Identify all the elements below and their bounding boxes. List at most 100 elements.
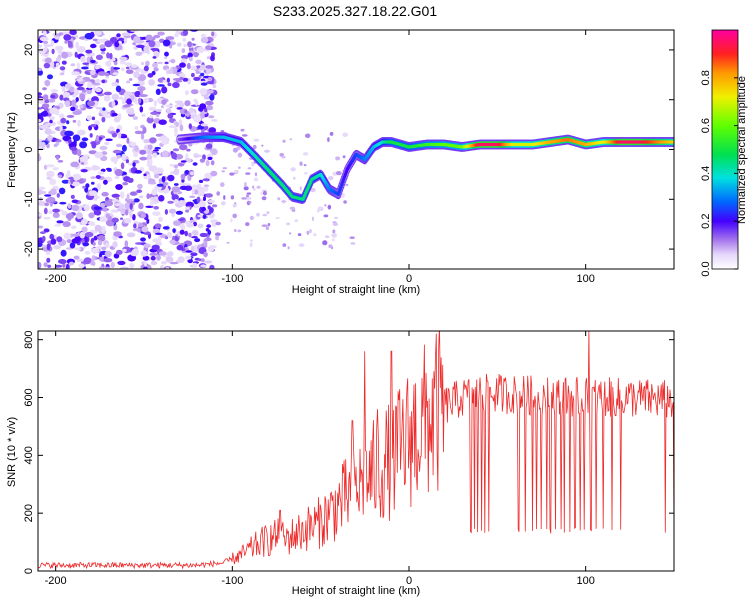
spectrogram-noise-blob [256,185,261,189]
spectrogram-noise-blob [191,37,195,41]
spectrogram-noise-blob [165,36,175,40]
spectrogram-noise-blob [43,216,51,220]
spectrogram-noise-blob [188,142,193,147]
spectrogram-noise-blob [112,241,118,248]
spectrogram-noise-blob [115,184,123,190]
spectrogram-noise-blob [161,99,167,105]
spectrogram-noise-blob [44,128,52,135]
spectrogram-noise-blob [71,99,76,107]
spectrogram-noise-blob [264,149,270,153]
spectrogram-noise-blob [166,77,170,83]
spectrogram-noise-blob [110,156,119,163]
spectrogram-noise-blob [244,182,247,187]
spectrogram-noise-blob [289,138,293,141]
spectrogram-noise-blob [55,45,64,52]
spectrogram-noise-blob [38,92,42,96]
spectrogram-noise-blob [116,33,121,38]
spectrogram-noise-blob [88,212,95,219]
spectrogram-noise-blob [181,178,185,183]
spectrogram-noise-blob [43,62,51,69]
spectrogram-noise-blob [134,170,142,174]
spectrogram-noise-blob [185,250,193,253]
spectrogram-noise-blob [173,164,179,169]
spectrogram-noise-blob [185,209,190,213]
spectrogram-ytick-label: -20 [23,241,35,257]
spectrogram-noise-blob [81,66,89,70]
spectrogram-ridge-core [341,177,346,181]
spectrogram-noise-blob [143,139,152,144]
spectrogram-noise-blob [210,170,218,177]
spectrogram-noise-blob [97,240,103,246]
spectrogram-noise-blob [199,158,205,163]
snr-ytick-label: 600 [23,388,35,406]
spectrogram-noise-blob [135,44,145,49]
spectrogram-noise-blob [124,209,129,216]
spectrogram-noise-blob [140,250,148,257]
spectrogram-noise-blob [104,266,111,269]
spectrogram-noise-blob [132,228,141,232]
spectrogram-noise-blob [143,266,148,269]
spectrogram-noise-blob [182,77,189,82]
spectrogram-noise-blob [254,172,258,177]
spectrogram-noise-blob [111,209,117,213]
spectrogram-noise-blob [125,66,130,70]
spectrogram-noise-blob [128,112,135,115]
spectrogram-noise-blob [146,116,154,124]
spectrogram-noise-blob [83,204,90,212]
spectrogram-noise-blob [175,121,179,128]
spectrogram-noise-blob [324,204,327,207]
spectrogram-noise-blob [205,160,210,167]
spectrogram-noise-blob [240,128,245,132]
spectrogram-noise-blob [88,150,97,155]
spectrogram-noise-blob [128,209,132,214]
spectrogram-noise-blob [155,108,162,112]
spectrogram-noise-blob [120,217,123,220]
spectrogram-noise-blob [55,62,60,68]
spectrogram-noise-blob [47,74,53,80]
spectrogram-noise-blob [92,241,96,246]
spectrogram-noise-blob [90,260,95,266]
spectrogram-noise-blob [147,264,152,269]
spectrogram-noise-blob [171,152,178,160]
spectrogram-noise-blob [142,255,150,261]
spectrogram-noise-blob [117,131,122,139]
snr-plot-area [38,331,674,571]
spectrogram-noise-blob [53,245,62,250]
spectrogram-noise-blob [81,137,89,142]
spectrogram-noise-blob [139,88,143,95]
spectrogram-noise-blob [139,106,144,113]
spectrogram-noise-blob [143,45,150,54]
spectrogram-noise-blob [249,242,253,248]
spectrogram-noise-blob [184,230,188,237]
spectrogram-noise-blob [71,199,79,204]
spectrogram-noise-blob [158,178,162,184]
spectrogram-ridge-core [343,172,348,176]
spectrogram-noise-blob [261,224,268,227]
spectrogram-noise-blob [173,168,180,176]
spectrogram-noise-blob [279,153,285,157]
spectrogram-noise-blob [90,247,100,254]
spectrogram-noise-blob [103,95,111,102]
spectrogram-noise-blob [38,44,43,48]
spectrogram-noise-blob [230,218,233,223]
colorbar-tick-label: 0.2 [700,214,712,229]
spectrogram-noise-blob [153,206,159,210]
spectrogram-noise-blob [197,223,204,229]
spectrogram-noise-blob [105,138,113,142]
spectrogram-noise-blob [38,119,42,123]
spectrogram-noise-blob [88,221,92,225]
spectrogram-noise-blob [74,88,79,96]
spectrogram-noise-blob [149,137,157,144]
spectrogram-noise-blob [203,240,208,247]
spectrogram-noise-blob [99,44,106,49]
spectrogram-noise-blob [154,223,162,229]
spectrogram-noise-blob [85,49,93,54]
spectrogram-ytick-label: 20 [23,44,35,56]
spectrogram-noise-blob [232,213,237,219]
spectrogram-noise-blob [253,187,256,191]
spectrogram-noise-blob [126,137,130,144]
spectrogram-noise-blob [72,110,82,115]
spectrogram-noise-blob [69,146,77,151]
spectrogram-noise-blob [84,231,94,238]
spectrogram-noise-blob [211,204,218,208]
